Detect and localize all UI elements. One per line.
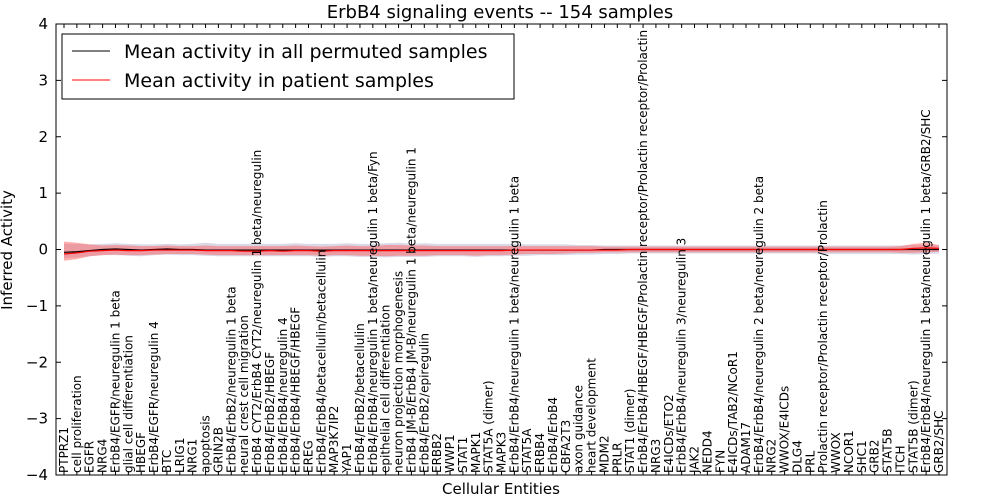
x-category-label: GRB2 [868, 439, 882, 473]
x-category-label: cell proliferation [70, 375, 84, 473]
y-tick-label: 0 [38, 241, 48, 259]
x-category-label: Prolactin receptor/Prolactin receptor/Pr… [816, 200, 830, 473]
x-category-label: PRLR [610, 442, 624, 473]
x-category-label: GRIN2B [211, 427, 225, 473]
chart-title: ErbB4 signaling events -- 154 samples [327, 2, 674, 23]
x-category-label: EREG [301, 440, 315, 473]
legend-label-patient: Mean activity in patient samples [124, 70, 434, 92]
x-category-label: MAP3K7IP2 [327, 406, 341, 473]
x-category-label: STAT1 (dimer) [623, 389, 637, 473]
y-tick-label: −1 [26, 297, 48, 315]
x-category-label: ErbB4/ErbB4/HBEGF/HBEGF [289, 307, 303, 473]
x-category-label: NRG4 [96, 439, 110, 473]
x-category-label: ErbB4/ErbB2/neuregulin 1 beta [224, 286, 238, 473]
x-category-label: SHC1 [855, 440, 869, 473]
legend: Mean activity in all permuted samples Me… [61, 33, 515, 100]
y-tick-label: −4 [26, 466, 48, 484]
x-category-label: STAT5A [520, 428, 534, 473]
x-category-label: BTC [160, 450, 174, 473]
x-category-label: WWOX [829, 432, 843, 473]
axis-layer [55, 23, 948, 476]
x-category-label: DLG4 [790, 440, 804, 473]
x-category-label: STAT5B [881, 429, 895, 474]
x-category-label: ERBB4 [533, 433, 547, 473]
x-category-label: ErbB4/ErbB4/neuregulin 1 beta/neuregulin… [366, 151, 380, 473]
x-category-label: PRL [803, 450, 817, 473]
x-category-label: STAT1 [456, 437, 470, 473]
x-category-label: ErbB4/ErbB4 [546, 397, 560, 473]
y-tick-label: 4 [38, 15, 48, 33]
series-line-patient [63, 247, 940, 255]
y-tick-label: 1 [38, 184, 48, 202]
x-category-label: apoptosis [199, 415, 213, 473]
x-category-label: ErbB4/ErbB2/HBEGF [263, 352, 277, 473]
x-category-label: axon guidance [572, 385, 586, 473]
x-category-label: ErbB4/ErbB4/neuregulin 4 [276, 317, 290, 473]
x-category-label: WWOX/E4ICDs [778, 386, 792, 473]
x-category-label: E4ICDs/ETO2 [662, 394, 676, 473]
y-tick-label: 3 [38, 71, 48, 89]
x-category-label: NRG2 [765, 439, 779, 473]
x-category-label: neuron projection morphogenesis [392, 271, 406, 473]
x-category-label: ErbB4/ErbB4/neuregulin 2 beta/neuregulin… [752, 176, 766, 473]
x-category-label: YAP1 [340, 444, 354, 474]
x-category-label: STAT5B (dimer) [906, 380, 920, 473]
x-category-label: MAPK3 [495, 432, 509, 473]
x-category-label: ERBB2 [430, 433, 444, 473]
x-category-label: WWP1 [443, 434, 457, 473]
y-tick-label: 2 [38, 128, 48, 146]
x-category-label: ErbB4/ErbB4/neuregulin 1 beta/neuregulin… [507, 176, 521, 473]
y-tick-labels: −4 −3 −2 −1 0 1 2 3 4 [26, 15, 48, 484]
x-category-label: ErbB4/EGFR/neuregulin 1 beta [108, 290, 122, 473]
x-category-label: GRB2/SHC [932, 410, 946, 473]
x-category-label: EGFR [83, 441, 97, 473]
x-category-label: JAK2 [688, 446, 702, 474]
x-category-label: ErbB4 CYT2/ErbB4 CYT2/neuregulin 1 beta/… [250, 150, 264, 473]
x-category-label: NRG3 [649, 439, 663, 473]
x-category-label: heart development [585, 358, 599, 473]
x-category-label: epithelial cell differentiation [379, 305, 393, 473]
x-category-label: ErbB4/ErbB2/epiregulin [417, 333, 431, 473]
x-category-label: ErbB4/ErbB4/neuregulin 1 beta/neuregulin… [919, 109, 933, 473]
x-category-label: HBEGF [134, 432, 148, 473]
y-tick-label: −3 [26, 410, 48, 428]
x-category-label: glial cell differentiation [121, 335, 135, 473]
x-category-label: FYN [713, 450, 727, 473]
x-category-label: NRG1 [186, 439, 200, 473]
x-category-label: ADAM17 [739, 422, 753, 473]
x-category-label: ErbB4/ErbB2/betacellulin [353, 323, 367, 473]
x-category-label: ErbB4/EGFR/neuregulin 4 [147, 321, 161, 473]
x-category-label: MAPK1 [469, 432, 483, 473]
x-category-label: PTPRZ1 [57, 427, 71, 473]
x-category-label: CBFA2T3 [559, 420, 573, 473]
y-tick-label: −2 [26, 353, 48, 371]
x-category-label: neural crest cell migration [237, 315, 251, 473]
y-axis-label: Inferred Activity [0, 190, 16, 310]
x-category-label: NEDD4 [700, 430, 714, 473]
x-category-label: MDM2 [597, 435, 611, 473]
lines-layer [63, 247, 940, 255]
x-category-label: ITCH [893, 445, 907, 473]
x-category-label: NCOR1 [842, 430, 856, 473]
legend-label-permuted: Mean activity in all permuted samples [124, 41, 487, 63]
x-axis-label: Cellular Entities [442, 480, 560, 498]
x-category-label: STAT5A (dimer) [482, 380, 496, 473]
x-category-label: ErbB4/ErbB4/HBEGF/HBEGF/Prolactin recept… [636, 30, 650, 473]
x-category-label: ErbB4 JM-B/ErbB4 JM-B/neuregulin 1 beta/… [404, 147, 418, 473]
x-category-label: ErbB4/ErbB4/neuregulin 3/neuregulin 3 [675, 238, 689, 473]
x-category-label: LRIG1 [173, 438, 187, 474]
x-category-label: ErbB4/ErbB4/betacellulin/betacellulin [314, 250, 328, 473]
x-category-label: E4ICDs/TAB2/NCoR1 [726, 351, 740, 473]
legend-frame [61, 33, 515, 100]
